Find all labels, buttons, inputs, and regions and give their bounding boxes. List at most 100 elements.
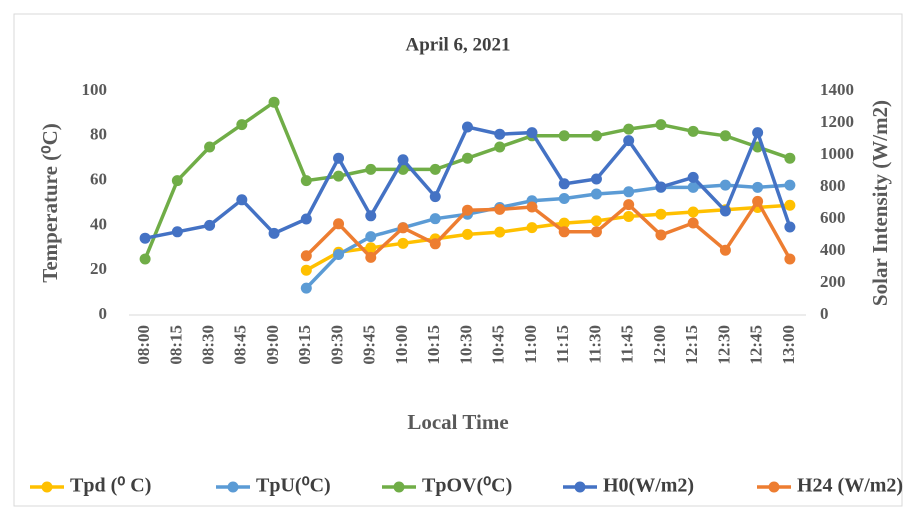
point xyxy=(526,201,538,213)
point xyxy=(623,199,635,211)
point xyxy=(752,195,764,207)
series-line xyxy=(305,203,791,272)
point xyxy=(558,193,570,205)
y-tick-label: 60 xyxy=(90,170,107,189)
x-tick-label: 13:00 xyxy=(779,325,798,365)
chart-title: April 6, 2021 xyxy=(405,34,510,55)
x-tick-label: 11:15 xyxy=(553,325,572,364)
x-tick-label: 10:45 xyxy=(489,325,508,365)
x-tick-label: 10:00 xyxy=(392,325,411,365)
point xyxy=(494,128,506,140)
point xyxy=(526,222,538,234)
point xyxy=(429,213,441,225)
point xyxy=(752,181,764,193)
legend-label: TpOV(⁰C) xyxy=(422,475,512,497)
point xyxy=(590,173,602,185)
x-tick-label: 11:00 xyxy=(521,325,540,364)
point xyxy=(204,141,216,153)
point xyxy=(655,119,667,131)
x-tick-label: 08:30 xyxy=(199,325,218,365)
point xyxy=(333,249,345,261)
point xyxy=(300,175,312,187)
y2-tick-label: 400 xyxy=(820,240,846,259)
point xyxy=(655,181,667,193)
x-tick-label: 09:00 xyxy=(263,325,282,365)
x-tick-label: 12:00 xyxy=(650,325,669,365)
x-tick-label: 08:45 xyxy=(231,325,250,365)
legend-marker xyxy=(41,481,53,493)
y-tick-label: 0 xyxy=(99,304,108,323)
point xyxy=(236,119,248,131)
legend-marker xyxy=(227,481,239,493)
y-tick-label: 80 xyxy=(90,125,107,144)
point xyxy=(300,282,312,294)
legend-marker xyxy=(393,481,405,493)
y-tick-label: 20 xyxy=(90,259,107,278)
x-tick-label: 12:45 xyxy=(747,325,766,365)
series-line xyxy=(305,198,792,260)
point xyxy=(171,175,183,187)
point xyxy=(365,210,377,222)
x-tick-label: 08:00 xyxy=(134,325,153,365)
chart-border xyxy=(13,13,903,507)
point xyxy=(365,251,377,263)
point xyxy=(590,215,602,227)
y-tick-label: 100 xyxy=(82,80,108,99)
point xyxy=(590,188,602,200)
point xyxy=(719,205,731,217)
x-tick-label: 12:15 xyxy=(682,325,701,365)
point xyxy=(719,130,731,142)
point xyxy=(365,163,377,175)
legend-label: TpU(⁰C) xyxy=(256,475,331,497)
y2-tick-label: 800 xyxy=(820,176,846,195)
point xyxy=(462,152,473,164)
point xyxy=(333,170,345,182)
x-tick-label: 11:45 xyxy=(618,325,637,364)
point xyxy=(719,179,731,191)
point xyxy=(655,229,667,241)
point xyxy=(268,96,280,108)
point xyxy=(558,226,570,238)
point xyxy=(171,226,183,238)
point xyxy=(687,125,699,137)
point xyxy=(397,222,409,234)
point xyxy=(784,253,796,265)
point xyxy=(558,130,570,142)
point xyxy=(268,227,280,239)
x-tick-label: 11:30 xyxy=(585,325,604,364)
point xyxy=(590,226,602,238)
y2-tick-label: 1200 xyxy=(820,112,854,131)
x-tick-label: 10:30 xyxy=(456,325,475,365)
point xyxy=(365,231,377,243)
point xyxy=(494,203,506,215)
point xyxy=(236,194,248,206)
legend-marker xyxy=(768,481,780,493)
point xyxy=(558,217,570,229)
point xyxy=(139,253,151,265)
point xyxy=(139,232,151,244)
y2-tick-label: 0 xyxy=(820,304,829,323)
point xyxy=(623,135,635,147)
point xyxy=(623,210,635,222)
point xyxy=(494,141,506,153)
point xyxy=(462,228,473,240)
point xyxy=(687,217,699,229)
y2-axis-title: Solar Intensity (W/m2) xyxy=(868,100,892,306)
legend-label: H0(W/m2) xyxy=(603,475,694,497)
point xyxy=(300,250,312,262)
x-tick-label: 09:30 xyxy=(327,325,346,365)
point xyxy=(590,130,602,142)
point xyxy=(365,242,377,254)
point xyxy=(655,208,667,220)
point xyxy=(687,171,699,183)
point xyxy=(204,219,216,231)
x-tick-label: 09:45 xyxy=(360,325,379,365)
point xyxy=(300,213,312,225)
point xyxy=(784,221,796,233)
y2-tick-label: 1000 xyxy=(820,144,854,163)
point xyxy=(784,199,796,211)
point xyxy=(526,127,538,139)
series-line xyxy=(305,183,791,290)
point xyxy=(397,237,409,249)
